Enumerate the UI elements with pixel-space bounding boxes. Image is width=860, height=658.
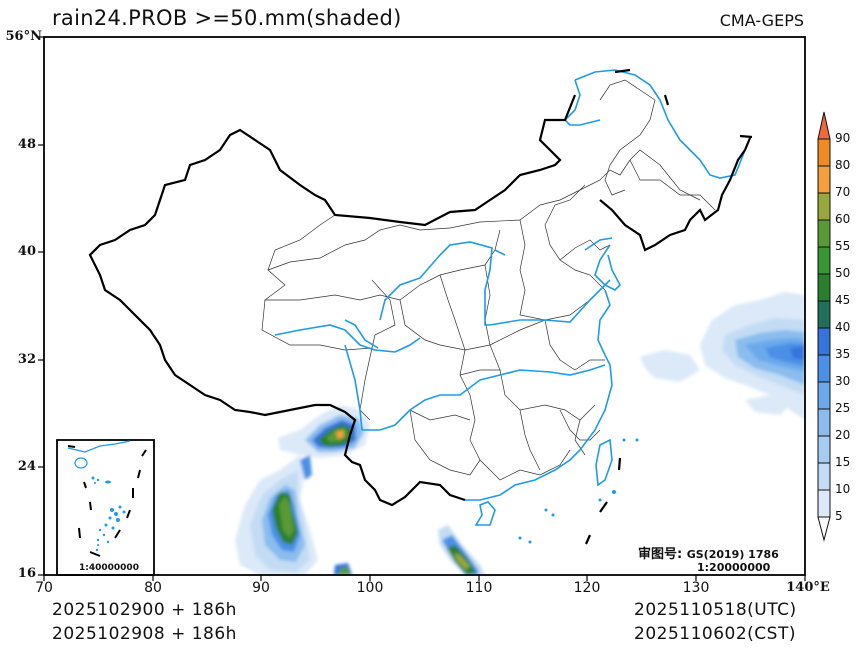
- y-tick-32: 32: [17, 352, 36, 367]
- colorbar-label-60: 60: [835, 212, 851, 226]
- y-tick-24: 24: [17, 459, 36, 474]
- x-tick-90: 90: [252, 580, 270, 596]
- shade-vietnam: [438, 525, 485, 575]
- init-time-cst: 2025102908 + 186h: [52, 624, 237, 644]
- colorbar-label-35: 35: [835, 347, 851, 361]
- islands: [518, 438, 639, 544]
- colorbar-label-40: 40: [835, 320, 851, 334]
- approval-code: GS(2019) 1786: [686, 548, 779, 561]
- colorbar-label-30: 30: [835, 374, 851, 388]
- colorbar-label-20: 20: [835, 428, 851, 442]
- national-border: [88, 68, 753, 507]
- x-tick-130: 130: [682, 580, 710, 596]
- y-tick-48: 48: [17, 137, 36, 152]
- shade-pacific: [640, 292, 805, 420]
- colorbar: [817, 111, 831, 542]
- model-source-label: CMA-GEPS: [719, 11, 804, 30]
- x-tick-70: 70: [35, 580, 53, 596]
- colorbar-label-45: 45: [835, 293, 851, 307]
- valid-time-cst: 2025110602(CST): [634, 624, 796, 644]
- x-tick-80: 80: [144, 580, 162, 596]
- x-axis-ticks: [43, 575, 806, 581]
- y-tick-16: 16: [17, 566, 36, 581]
- colorbar-label-90: 90: [835, 131, 851, 145]
- y-tick-40: 40: [17, 244, 36, 259]
- colorbar-label-55: 55: [835, 239, 851, 253]
- colorbar-label-15: 15: [835, 455, 851, 469]
- shade-myanmar: [235, 455, 352, 575]
- colorbar-label-25: 25: [835, 401, 851, 415]
- y-tick-56: 56°N: [5, 29, 42, 44]
- valid-time-utc: 2025110518(UTC): [634, 600, 797, 620]
- colorbar-label-50: 50: [835, 266, 851, 280]
- probability-shading: [235, 292, 805, 575]
- x-tick-120: 120: [573, 580, 601, 596]
- chart-title: rain24.PROB >=50.mm(shaded): [52, 6, 402, 30]
- colorbar-label-70: 70: [835, 185, 851, 199]
- x-tick-140: 140°E: [786, 580, 830, 595]
- map-approval-number: 审图号: GS(2019) 1786: [638, 543, 779, 562]
- x-tick-100: 100: [356, 580, 384, 596]
- init-time-utc: 2025102900 + 186h: [52, 600, 237, 620]
- nine-dash-line: [584, 457, 622, 545]
- colorbar-label-5: 5: [835, 509, 843, 523]
- y-axis-ticks: [38, 36, 44, 576]
- x-tick-110: 110: [465, 580, 493, 596]
- province-boundaries: [261, 79, 716, 481]
- main-map-scale: 1:20000000: [697, 561, 771, 574]
- inset-map-scale: 1:40000000: [79, 563, 139, 573]
- plot-frame: [43, 36, 806, 576]
- south-china-sea-inset: [56, 439, 155, 576]
- approval-label: 审图号:: [638, 547, 683, 562]
- shade-se-tibet: [278, 405, 370, 458]
- rivers-coastline: [274, 69, 751, 526]
- colorbar-label-80: 80: [835, 158, 851, 172]
- colorbar-label-10: 10: [835, 482, 851, 496]
